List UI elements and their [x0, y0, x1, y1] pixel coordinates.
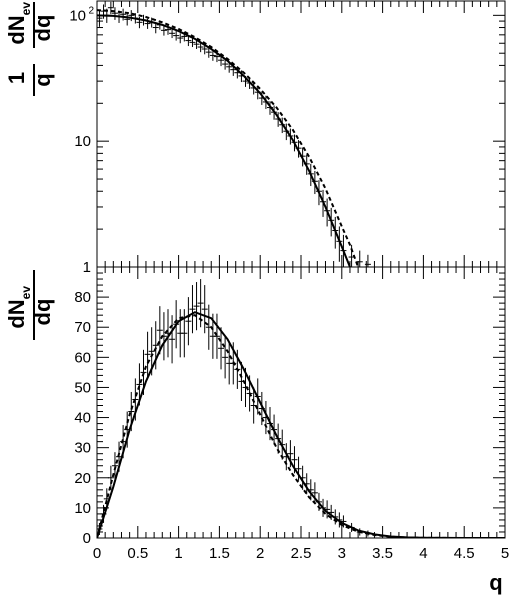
- bottom-ylabel-ev: ev: [19, 286, 33, 300]
- bottom-y-tick-label: 30: [74, 440, 91, 457]
- bottom-y-tick-label: 10: [74, 500, 91, 517]
- bottom-dashed-curve: [97, 314, 505, 538]
- x-tick-label: 3: [338, 545, 346, 562]
- x-axis-label: q: [489, 570, 502, 595]
- top-plot-frame: [96, 0, 506, 268]
- top-y-tick-label: 10: [74, 133, 91, 150]
- bottom-y-tick-label: 0: [83, 530, 91, 547]
- top-solid-curve: [97, 14, 352, 267]
- bottom-solid-curve: [97, 311, 505, 538]
- x-tick-label: 0.5: [127, 545, 148, 562]
- bottom-y-tick-label: 40: [74, 410, 91, 427]
- top-ylabel-dn: dN: [4, 15, 29, 44]
- x-tick-label: 4: [419, 545, 427, 562]
- bottom-y-tick-label: 60: [74, 349, 91, 366]
- x-tick-label: 4.5: [454, 545, 475, 562]
- x-tick-label: 1: [174, 545, 182, 562]
- top-ylabel-ev: ev: [19, 2, 33, 16]
- bottom-plot-frame: [96, 266, 506, 539]
- bottom-series-group: [97, 279, 505, 538]
- top-y-tick-label: 1: [83, 259, 91, 276]
- bottom-ylabel-dq: dq: [30, 299, 55, 326]
- top-series-group: [97, 1, 371, 267]
- top-y-tick-label: 10: [69, 7, 86, 24]
- bottom-y-tick-label: 70: [74, 319, 91, 336]
- x-tick-label: 2: [256, 545, 264, 562]
- bottom-ylabel-dn: dN: [4, 299, 29, 328]
- x-tick-label: 3.5: [372, 545, 393, 562]
- x-tick-label: 0: [93, 545, 101, 562]
- x-tick-label: 2.5: [291, 545, 312, 562]
- bottom-y-tick-label: 20: [74, 470, 91, 487]
- x-tick-label: 5: [501, 545, 509, 562]
- top-y-tick-label-exponent: 2: [88, 5, 94, 16]
- top-y-axis-label: 1 q dN ev dq: [4, 2, 55, 96]
- x-tick-label: 1.5: [209, 545, 230, 562]
- bottom-y-tick-label: 80: [74, 289, 91, 306]
- top-dashed-curve: [97, 9, 360, 267]
- bottom-y-tick-label: 50: [74, 379, 91, 396]
- bottom-y-axis-label: dN ev dq: [4, 270, 55, 340]
- top-ylabel-one: 1: [4, 72, 29, 84]
- top-ylabel-dq: dq: [30, 15, 55, 42]
- top-ylabel-q: q: [30, 73, 55, 86]
